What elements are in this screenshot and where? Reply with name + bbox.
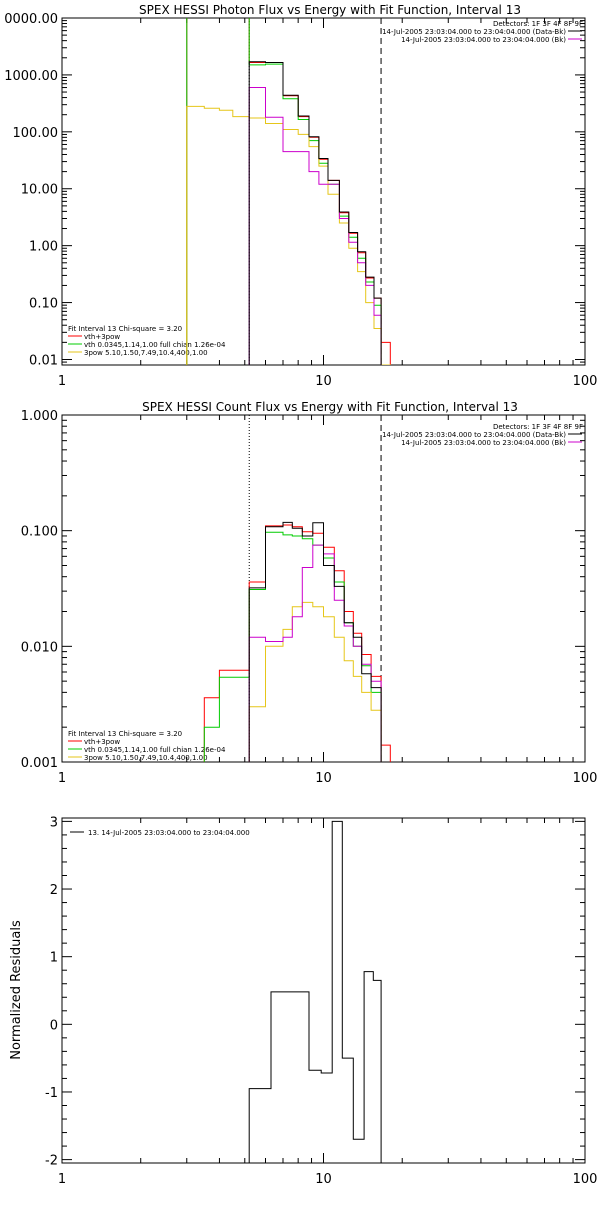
photon-legend-3: 3pow 5.10,1.50,7.49,10.4,400,1.00 [84, 349, 208, 357]
photon-x-tick-label: 10 [315, 374, 332, 389]
residuals-ylabel: Normalized Residuals [9, 920, 24, 1060]
photon-y-tick-label: 0.01 [29, 353, 58, 368]
photon-y-tick-label: 100.00 [13, 126, 59, 141]
count-time-databk-label: 14-Jul-2005 23:03:04.000 to 23:04:04.000… [382, 431, 566, 439]
photon-detector-label: Detectors: 1F 3F 4F 8F 9F [493, 20, 583, 28]
count-x-tick-label: 10 [315, 771, 332, 786]
count-x-tick-label: 1 [58, 771, 66, 786]
count-series-3pow [248, 601, 382, 762]
residuals-series-13 [248, 820, 382, 1163]
count-series-vth+3pow [203, 524, 391, 762]
photon-series-vth+3pow [186, 18, 391, 365]
photon-legend-1: vth+3pow [84, 333, 120, 341]
photon-legend-2: vth 0.0345,1.14,1.00 full chian 1.26e-04 [84, 341, 226, 349]
photon-y-tick-label: 10.00 [21, 183, 58, 198]
photon-plot-frame [61, 17, 586, 366]
count-time-bk-label: 14-Jul-2005 23:03:04.000 to 23:04:04.000… [401, 439, 566, 447]
count-flux-panel: SPEX HESSI Count Flux vs Energy with Fit… [21, 400, 598, 786]
residuals-y-tick-label: 3 [50, 815, 58, 830]
photon-x-tick-label: 100 [573, 374, 598, 389]
count-y-tick-label: 0.010 [21, 640, 58, 655]
photon-y-tick-label: 0000.00 [4, 12, 58, 27]
count-y-tick-label: 0.001 [21, 756, 58, 771]
count-legend-2: vth 0.0345,1.14,1.00 full chian 1.26e-04 [84, 746, 226, 754]
count-series-vth [203, 531, 382, 762]
count-series-series-4 [248, 521, 382, 762]
count-detector-label: Detectors: 1F 3F 4F 8F 9F [493, 423, 583, 431]
photon-series-series-4 [248, 61, 382, 365]
residuals-y-tick-label: 1 [50, 951, 58, 966]
count-y-tick-label: 0.100 [21, 525, 58, 540]
photon-series-vth [186, 18, 391, 365]
photon-flux-panel: SPEX HESSI Photon Flux vs Energy with Fi… [4, 3, 597, 389]
residuals-x-tick-label: 1 [58, 1172, 66, 1187]
photon-series-series-3 [248, 87, 382, 365]
photon-series-3pow [186, 105, 391, 365]
residuals-y-tick-label: 0 [50, 1018, 58, 1033]
residuals-y-tick-label: -2 [45, 1154, 58, 1169]
residuals-y-tick-label: 2 [50, 883, 58, 898]
count-legend-1: vth+3pow [84, 738, 120, 746]
photon-x-tick-label: 1 [58, 374, 66, 389]
count-panel-title: SPEX HESSI Count Flux vs Energy with Fit… [142, 400, 518, 414]
residuals-x-tick-label: 10 [315, 1172, 332, 1187]
photon-time-databk-label: 14-Jul-2005 23:03:04.000 to 23:04:04.000… [382, 28, 566, 36]
residuals-x-tick-label: 100 [573, 1172, 598, 1187]
count-legend-3: 3pow 5.10,1.50,7.49,10.4,400,1.00 [84, 754, 208, 762]
count-y-tick-label: 1.000 [21, 409, 58, 424]
photon-y-tick-label: 1.00 [29, 240, 58, 255]
residuals-y-tick-label: -1 [45, 1086, 58, 1101]
count-fit-info: Fit Interval 13 Chi-square = 3.20 [68, 730, 182, 738]
photon-y-tick-label: 0.10 [29, 297, 58, 312]
photon-fit-info: Fit Interval 13 Chi-square = 3.20 [68, 325, 182, 333]
residuals-plot-frame [61, 817, 586, 1164]
photon-time-bk-label: 14-Jul-2005 23:03:04.000 to 23:04:04.000… [401, 36, 566, 44]
residuals-panel: Normalized Residuals 13. 14-Jul-2005 23:… [9, 815, 597, 1187]
residuals-legend: 13. 14-Jul-2005 23:03:04.000 to 23:04:04… [88, 829, 250, 837]
count-plot-frame [61, 414, 586, 763]
photon-y-tick-label: 1000.00 [4, 69, 58, 84]
count-x-tick-label: 100 [573, 771, 598, 786]
photon-panel-title: SPEX HESSI Photon Flux vs Energy with Fi… [139, 3, 521, 17]
